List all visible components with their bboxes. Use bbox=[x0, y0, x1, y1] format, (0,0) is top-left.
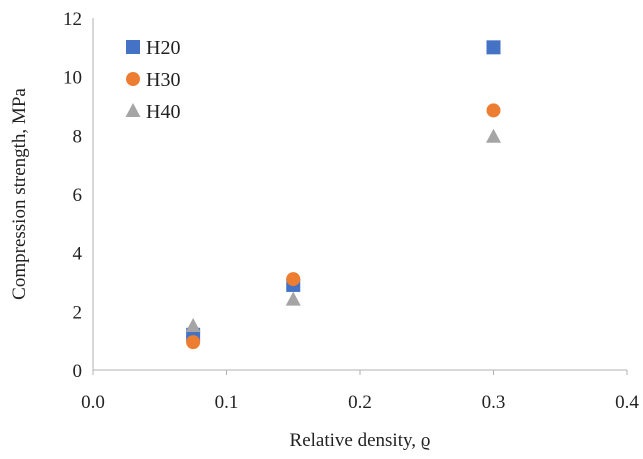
legend-label-h20: H20 bbox=[146, 37, 180, 59]
data-point-h30 bbox=[286, 272, 301, 287]
x-tick-label: 0.1 bbox=[215, 392, 239, 413]
data-point-h20 bbox=[486, 40, 501, 55]
legend-label-h40: H40 bbox=[146, 101, 180, 123]
tick-labels: 0 2 4 6 8 10 12 0.0 0.1 0.2 0.3 0.4 bbox=[63, 9, 639, 413]
legend-marker-h40 bbox=[125, 103, 141, 117]
y-tick-label: 8 bbox=[73, 126, 83, 147]
x-tick-label: 0.2 bbox=[348, 392, 372, 413]
data-point-h30 bbox=[486, 103, 501, 118]
y-axis-label: Compression strength, MPa bbox=[9, 88, 30, 300]
y-tick-label: 2 bbox=[73, 302, 83, 323]
data-point-h40 bbox=[285, 291, 301, 306]
legend: H20 H30 H40 bbox=[125, 37, 180, 123]
x-tick-label: 0.0 bbox=[81, 392, 105, 413]
y-tick-label: 6 bbox=[73, 185, 83, 206]
legend-label-h30: H30 bbox=[146, 69, 180, 91]
legend-marker-h30 bbox=[126, 72, 140, 86]
y-tick-label: 10 bbox=[63, 68, 82, 89]
data-points bbox=[185, 40, 501, 350]
x-tick-label: 0.4 bbox=[615, 392, 639, 413]
data-point-h40 bbox=[486, 128, 501, 143]
legend-marker-h20 bbox=[126, 40, 140, 54]
x-axis-label: Relative density, ϱ bbox=[290, 430, 431, 451]
y-tick-label: 12 bbox=[63, 9, 82, 30]
y-tick-label: 0 bbox=[73, 361, 83, 382]
x-tick-label: 0.3 bbox=[482, 392, 506, 413]
data-point-h40 bbox=[185, 318, 201, 332]
data-point-h30 bbox=[186, 335, 201, 350]
y-tick-label: 4 bbox=[73, 244, 83, 265]
